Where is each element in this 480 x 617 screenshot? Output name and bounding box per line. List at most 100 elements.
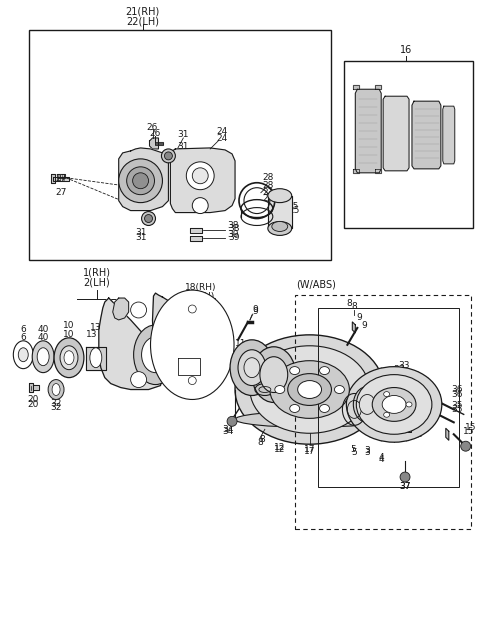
Ellipse shape: [320, 366, 329, 375]
Polygon shape: [156, 142, 164, 145]
Text: 12: 12: [274, 442, 286, 452]
Polygon shape: [353, 169, 360, 173]
Text: 26: 26: [150, 128, 161, 138]
Bar: [344, 62, 473, 228]
Ellipse shape: [132, 173, 148, 189]
Text: 25: 25: [287, 202, 299, 211]
Text: 38: 38: [228, 224, 240, 233]
Ellipse shape: [119, 159, 162, 202]
Ellipse shape: [298, 381, 322, 399]
Ellipse shape: [13, 341, 33, 368]
Text: 2(LH): 2(LH): [84, 277, 110, 287]
Polygon shape: [383, 96, 409, 171]
Text: 5: 5: [350, 445, 356, 453]
Text: (W/ABS): (W/ABS): [296, 279, 336, 289]
Ellipse shape: [275, 386, 285, 394]
Polygon shape: [375, 85, 381, 89]
Text: 6: 6: [20, 325, 26, 334]
Text: 30: 30: [150, 178, 161, 187]
Ellipse shape: [461, 441, 471, 451]
Text: 20: 20: [27, 395, 39, 404]
Text: 7: 7: [258, 398, 264, 407]
Text: 8: 8: [259, 435, 265, 444]
Ellipse shape: [230, 340, 274, 395]
Ellipse shape: [133, 325, 178, 384]
Polygon shape: [446, 428, 449, 441]
Ellipse shape: [238, 350, 266, 386]
Ellipse shape: [186, 162, 214, 189]
Text: 8: 8: [257, 437, 263, 447]
Text: 29: 29: [131, 178, 142, 187]
Ellipse shape: [320, 405, 329, 412]
Ellipse shape: [144, 215, 153, 223]
Polygon shape: [353, 85, 360, 89]
Text: 21(RH): 21(RH): [125, 7, 160, 17]
Polygon shape: [33, 384, 39, 389]
Text: 9: 9: [252, 307, 258, 317]
Text: 18(RH): 18(RH): [184, 283, 216, 292]
Text: 41: 41: [411, 430, 423, 439]
Text: 27: 27: [55, 188, 67, 197]
Circle shape: [144, 182, 153, 189]
Text: 41: 41: [398, 433, 410, 442]
Polygon shape: [153, 293, 228, 386]
Text: 15: 15: [465, 423, 477, 432]
Polygon shape: [51, 174, 55, 183]
Bar: [29, 30, 332, 260]
Ellipse shape: [400, 472, 410, 482]
Text: 23: 23: [262, 188, 274, 197]
Ellipse shape: [290, 366, 300, 375]
Ellipse shape: [372, 387, 416, 421]
Ellipse shape: [151, 290, 234, 399]
Text: 4: 4: [378, 455, 384, 463]
Text: 27: 27: [55, 174, 67, 183]
Polygon shape: [412, 101, 441, 169]
Text: 9: 9: [252, 305, 258, 315]
Text: 40: 40: [37, 333, 49, 342]
Text: 32: 32: [50, 399, 62, 408]
Polygon shape: [355, 89, 381, 173]
Text: 8: 8: [351, 302, 357, 310]
Ellipse shape: [90, 348, 102, 368]
Text: 37: 37: [399, 482, 411, 492]
Ellipse shape: [64, 350, 74, 365]
Text: 37: 37: [399, 482, 411, 492]
Ellipse shape: [382, 395, 406, 413]
Text: 13: 13: [90, 323, 102, 333]
Text: 26: 26: [147, 123, 158, 131]
Ellipse shape: [54, 338, 84, 378]
Ellipse shape: [161, 149, 175, 163]
Ellipse shape: [142, 337, 169, 373]
Polygon shape: [119, 148, 168, 210]
Polygon shape: [375, 169, 381, 173]
Ellipse shape: [272, 222, 288, 231]
Polygon shape: [57, 174, 65, 178]
Text: 31: 31: [178, 143, 189, 151]
Text: 11: 11: [237, 346, 249, 354]
Ellipse shape: [406, 402, 412, 407]
Text: 24: 24: [216, 126, 228, 136]
Text: 30: 30: [152, 159, 163, 168]
Polygon shape: [268, 196, 292, 228]
Polygon shape: [179, 358, 200, 375]
Text: 38: 38: [227, 221, 239, 230]
Ellipse shape: [347, 366, 442, 442]
Text: 31: 31: [135, 228, 146, 237]
Ellipse shape: [60, 346, 78, 370]
Ellipse shape: [32, 341, 54, 373]
Polygon shape: [29, 383, 33, 392]
Ellipse shape: [244, 358, 260, 378]
Polygon shape: [397, 424, 411, 433]
Text: 17: 17: [304, 445, 315, 453]
Text: 25: 25: [288, 206, 300, 215]
Text: 17: 17: [304, 447, 315, 456]
Text: 14: 14: [411, 388, 423, 397]
Text: 6: 6: [20, 333, 26, 342]
Text: 13: 13: [86, 330, 97, 339]
Text: 1(RH): 1(RH): [83, 267, 111, 277]
Text: 35: 35: [451, 401, 463, 410]
Text: 11: 11: [235, 339, 247, 348]
Polygon shape: [399, 404, 415, 424]
Polygon shape: [53, 176, 69, 181]
Ellipse shape: [165, 152, 172, 160]
